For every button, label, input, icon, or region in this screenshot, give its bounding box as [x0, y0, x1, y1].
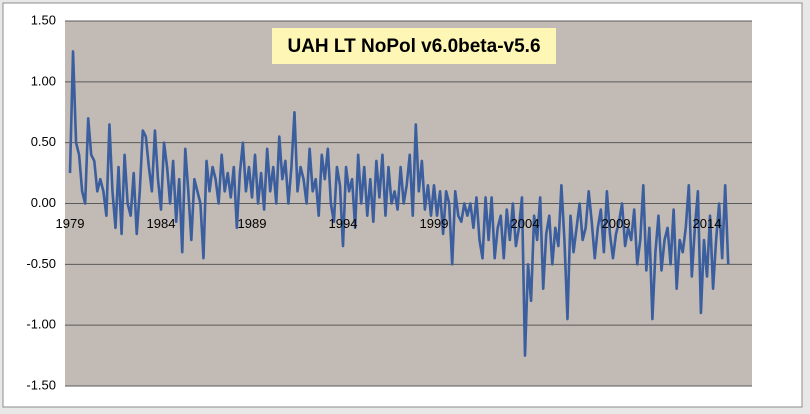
data-line [68, 50, 730, 357]
y-tick-label: 0.00 [31, 195, 56, 210]
x-tick-label: 1989 [238, 216, 267, 231]
y-tick-label: 1.00 [31, 73, 56, 88]
chart-title: UAH LT NoPol v6.0beta-v5.6 [287, 36, 540, 57]
y-tick-label: 1.50 [31, 12, 56, 27]
y-tick-label: 0.50 [31, 134, 56, 149]
marks [68, 50, 730, 357]
y-tick-label: -1.00 [26, 317, 56, 332]
x-tick-label: 1979 [56, 216, 85, 231]
y-tick-label: -1.50 [26, 377, 56, 392]
x-tick-label: 1994 [329, 216, 358, 231]
x-tick-label: 2014 [693, 216, 722, 231]
x-tick-label: 2009 [602, 216, 631, 231]
x-tick-label: 2004 [511, 216, 540, 231]
x-tick-label: 1999 [420, 216, 449, 231]
x-tick-label: 1984 [147, 216, 176, 231]
y-tick-label: -0.50 [26, 256, 56, 271]
title-box [272, 28, 556, 64]
